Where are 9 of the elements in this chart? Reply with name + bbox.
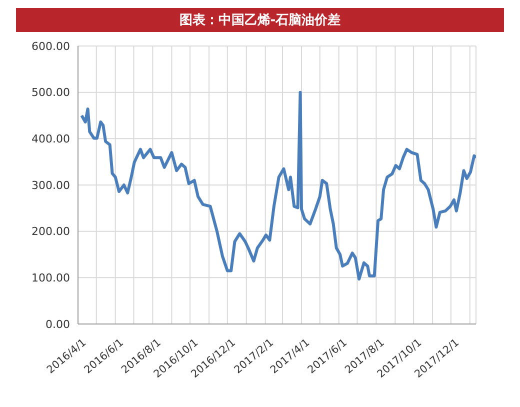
y-tick-label: 400.00 bbox=[32, 132, 70, 146]
y-tick-label: 500.00 bbox=[32, 86, 70, 100]
line-series bbox=[80, 90, 476, 281]
chart-title: 图表：中国乙烯-石脑油价差 bbox=[16, 8, 504, 32]
y-tick-label: 600.00 bbox=[32, 40, 70, 53]
y-tick-label: 200.00 bbox=[32, 225, 70, 238]
y-tick-label: 0.00 bbox=[46, 318, 70, 331]
y-tick-label: 300.00 bbox=[32, 178, 70, 192]
y-tick-label: 100.00 bbox=[32, 272, 70, 285]
